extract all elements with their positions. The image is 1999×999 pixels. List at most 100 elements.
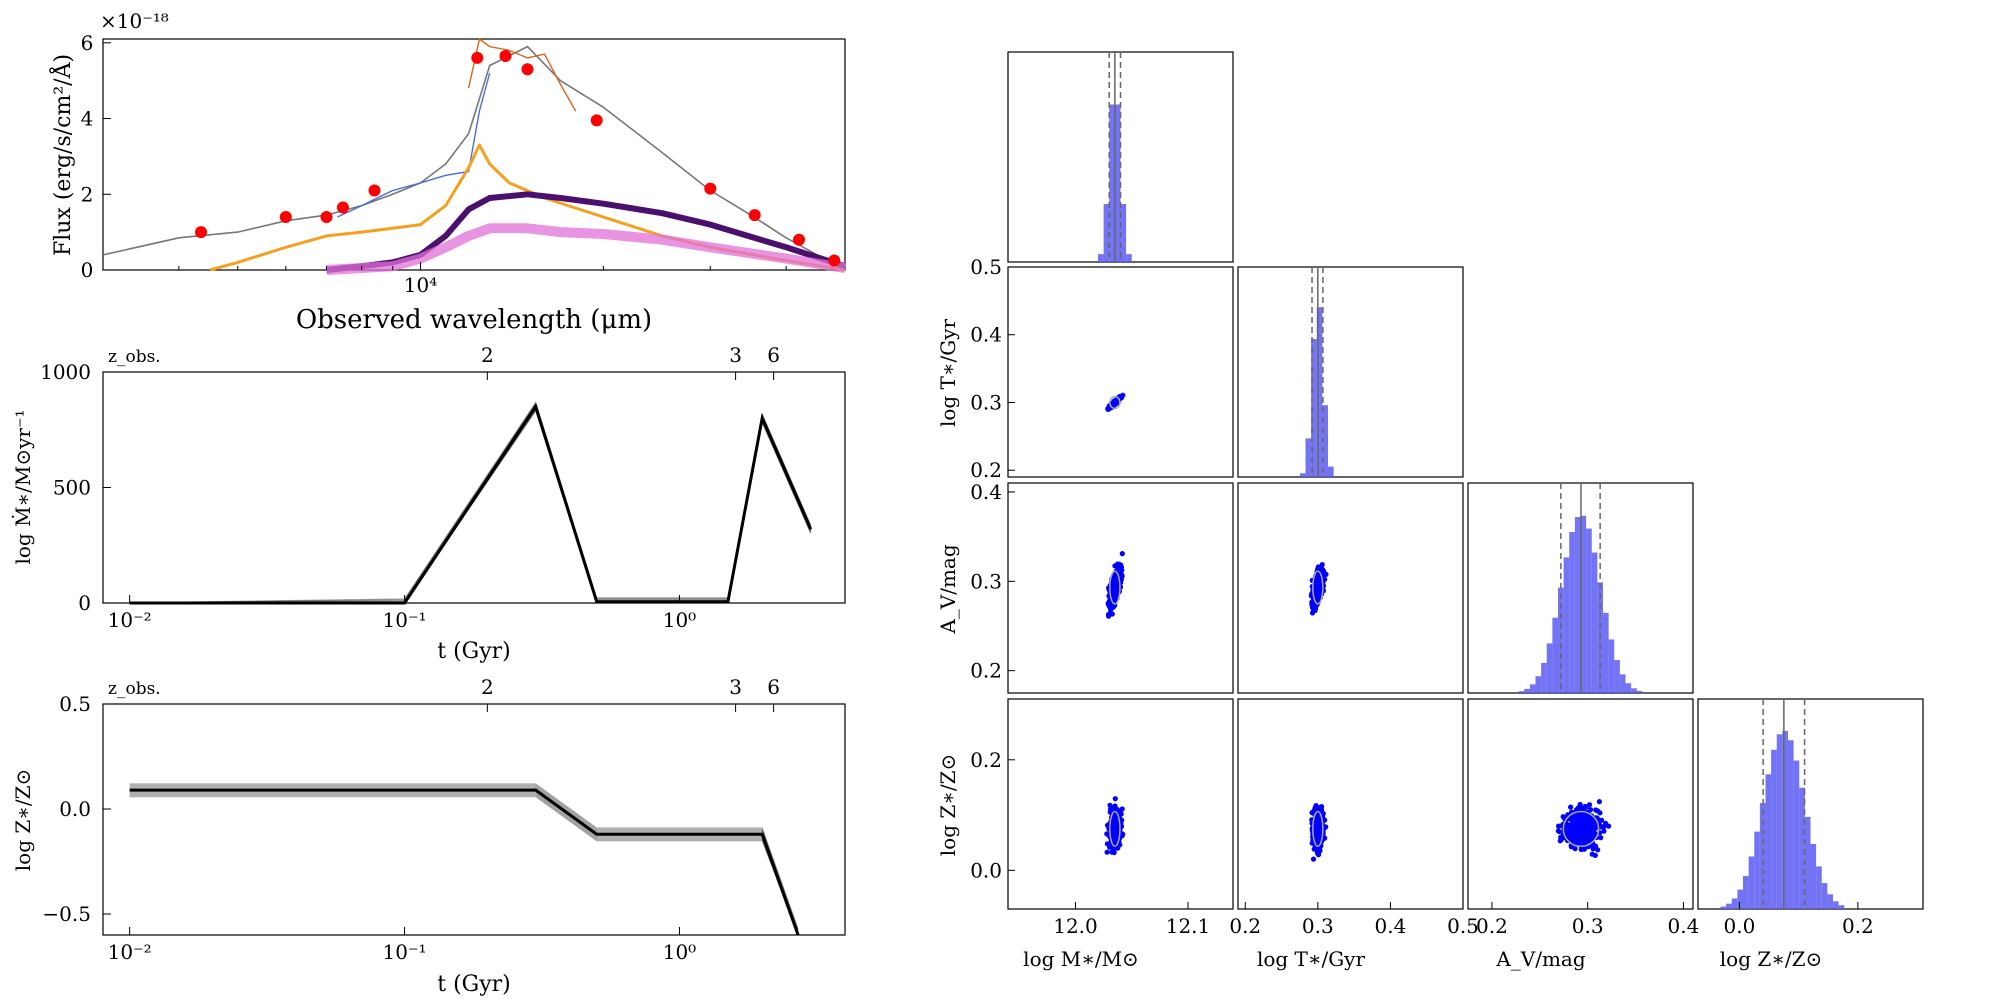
sed-photometry-point	[748, 209, 761, 222]
zh-x-tick-label: 10⁻¹	[383, 940, 427, 964]
zh-draw	[129, 785, 799, 932]
corner-histogram-bar	[1810, 844, 1817, 909]
corner-scatter-point	[1319, 562, 1325, 568]
corner-histogram-bar	[1120, 204, 1127, 262]
corner-scatter-point	[1581, 811, 1587, 817]
corner-histogram-bar	[1591, 552, 1598, 693]
corner-cell-frame	[1237, 266, 1464, 478]
zh-y-tick-label: −0.5	[42, 902, 91, 926]
zh-draw	[129, 794, 799, 936]
zh-draw	[129, 790, 799, 936]
sed-photometry-group	[195, 50, 841, 267]
corner-histogram-bar	[1316, 307, 1323, 477]
corner-scatter-point	[1599, 817, 1605, 823]
zh-draw	[129, 795, 799, 936]
corner-scatter-point	[1109, 585, 1115, 592]
corner-y-tick-label: 0.2	[970, 659, 1002, 683]
corner-scatter-point	[1573, 819, 1579, 826]
sed-photometry-point	[279, 211, 292, 223]
sed-ticks-group: 0 2 4 6 10⁴	[81, 31, 787, 297]
corner-contour	[1562, 810, 1600, 848]
corner-scatter-point	[1570, 814, 1577, 821]
corner-cell-frame	[1007, 698, 1234, 910]
corner-scatter-point	[1314, 583, 1320, 589]
sed-photometry-point	[590, 114, 603, 127]
zh-draw	[129, 793, 799, 936]
corner-contour	[1312, 810, 1324, 848]
corner-contour	[1109, 395, 1121, 410]
corner-cell-frame	[1007, 482, 1234, 694]
corner-scatter-point	[1115, 569, 1121, 575]
zh-draw	[129, 791, 799, 936]
sfh-x-tick-label: 10⁰	[663, 608, 696, 632]
corner-histogram-bar	[1586, 528, 1592, 693]
corner-scatter-point	[1312, 607, 1318, 614]
zh-draw	[129, 796, 799, 936]
zh-draw	[129, 783, 799, 929]
sfh-y-axis-label: log Ṁ∗/M⊙yr⁻¹	[11, 409, 35, 564]
corner-histogram-bar	[1799, 787, 1805, 909]
corner-y-tick-label: 0.5	[970, 255, 1002, 279]
corner-scatter-point	[1104, 831, 1110, 837]
zh-draw	[129, 791, 799, 936]
corner-histogram-bar	[1726, 903, 1732, 909]
corner-scatter-point	[1592, 843, 1599, 849]
corner-y-label-3: log Z∗/Z⊙	[936, 754, 960, 856]
sed-photometry-point	[195, 226, 207, 239]
corner-scatter-point	[1568, 804, 1574, 810]
corner-x-tick-label: 12.1	[1166, 914, 1211, 938]
corner-histogram-bar	[1631, 688, 1637, 693]
corner-histogram-bar	[1720, 906, 1727, 909]
sfh-x-tick-label: 10⁻²	[108, 608, 152, 632]
corner-scatter-point	[1108, 806, 1114, 812]
corner-scatter-point	[1119, 806, 1125, 812]
sfh-x-axis-label: t (Gyr)	[437, 639, 511, 664]
corner-histogram-bar	[1563, 557, 1570, 693]
corner-histogram-bar	[1748, 856, 1755, 909]
sed-series-dusty-population	[326, 223, 846, 275]
corner-scatter-point	[1112, 822, 1118, 828]
zh-draw	[129, 787, 799, 934]
corner-scatter-point	[1309, 810, 1315, 816]
corner-histogram-bar	[1827, 894, 1833, 909]
corner-x-label-0: log M∗/M⊙	[1023, 947, 1139, 971]
corner-scatter-point	[1112, 827, 1118, 833]
zh-median-line	[129, 788, 800, 936]
corner-x-tick-label: 0.2	[1476, 914, 1508, 938]
corner-scatter-point	[1119, 551, 1125, 557]
sed-photometry-point	[336, 201, 349, 214]
corner-contour	[1109, 570, 1121, 605]
corner-scatter-point	[1312, 826, 1319, 832]
corner-contour	[1312, 570, 1324, 605]
corner-histogram-bar	[1619, 674, 1626, 693]
corner-x-tick-label: 0.3	[1572, 914, 1604, 938]
sed-series-blue-spectrum	[337, 72, 491, 218]
corner-scatter-point	[1581, 806, 1587, 812]
corner-histogram-bar	[1838, 905, 1845, 909]
sed-photometry-point	[828, 254, 841, 267]
zh-x-tick-label: 10⁻²	[108, 940, 152, 964]
zh-draw	[129, 790, 799, 936]
corner-histogram-bar	[1328, 466, 1334, 477]
zh-draw	[129, 788, 799, 935]
zh-draw	[129, 786, 799, 932]
sed-y-axis-label: Flux (erg/s/cm²/Å)	[48, 54, 76, 256]
corner-scatter-point	[1118, 395, 1125, 401]
zh-panel: −0.5 0.0 0.5 10⁻² 10⁻¹ 10⁰ 2 3 6 z_obs. log Z∗/Z…	[11, 675, 846, 997]
zh-draw	[129, 786, 799, 933]
zh-draw	[129, 784, 799, 930]
sfh-top-tick-label: 3	[729, 343, 742, 367]
corner-scatter-point	[1582, 837, 1588, 843]
corner-y-label-2: A_V/mag	[936, 544, 960, 635]
corner-histogram-bar	[1776, 734, 1783, 909]
corner-scatter-point	[1581, 817, 1587, 823]
zh-draw	[129, 794, 799, 936]
corner-scatter-point	[1319, 804, 1325, 810]
corner-histogram-bar	[1546, 643, 1553, 693]
sed-y-tick-label: 2	[81, 182, 94, 206]
corner-histogram-bar	[1614, 660, 1620, 693]
zh-draw	[129, 788, 799, 934]
corner-histogram-bar	[1804, 816, 1811, 909]
corner-histogram-bar	[1109, 104, 1115, 262]
corner-scatter-point	[1113, 593, 1119, 599]
